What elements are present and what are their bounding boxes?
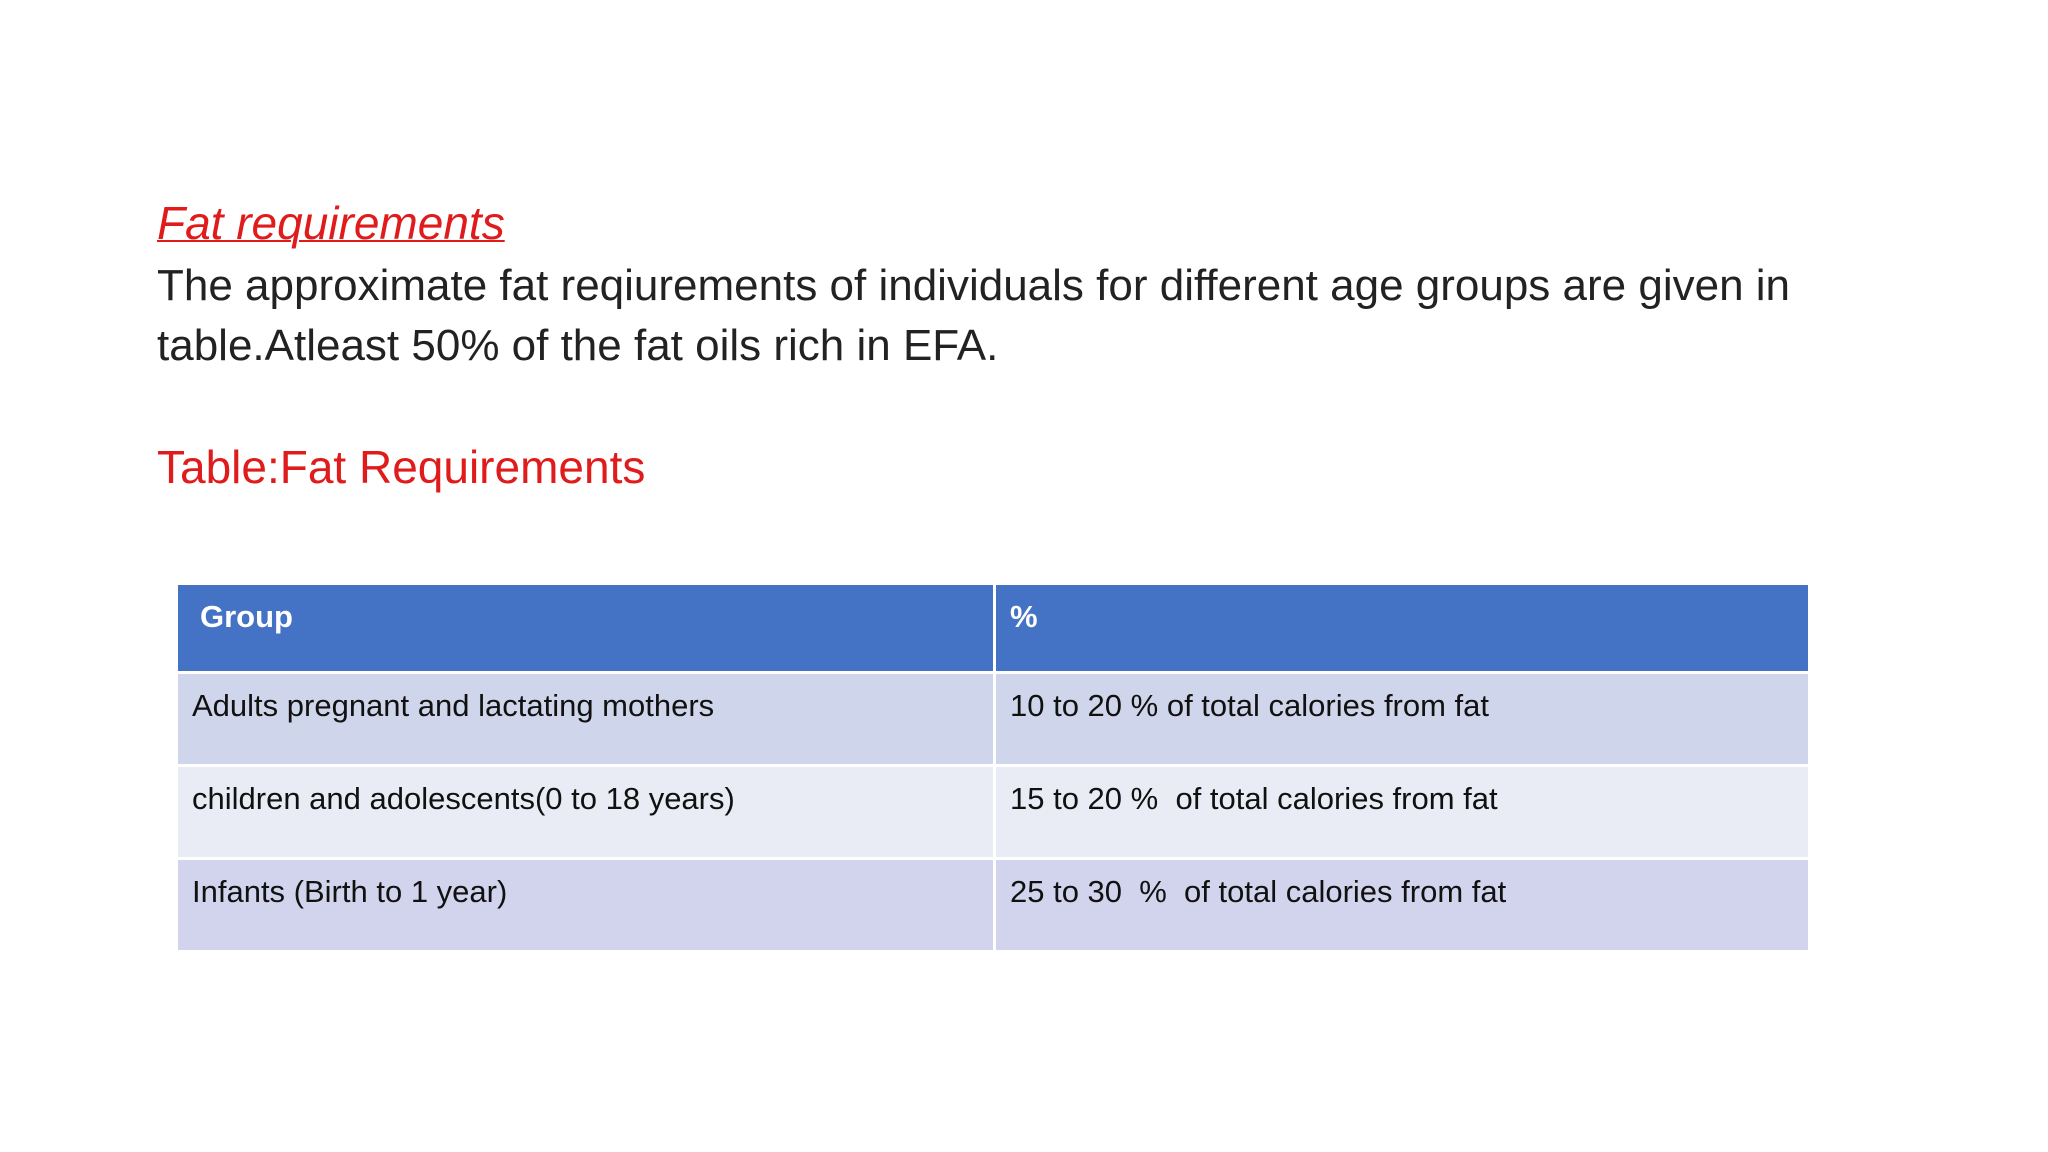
table-row: Infants (Birth to 1 year) 25 to 30 % of t… — [175, 857, 1811, 953]
table-row: children and adolescents(0 to 18 years) 1… — [175, 764, 1811, 860]
table-cell: 25 to 30 % of total calories from fat — [993, 857, 1811, 953]
body-text: The approximate fat reqiurements of indi… — [157, 261, 1791, 370]
header-cell: % — [993, 582, 1811, 674]
heading: Fat requirements — [157, 197, 505, 249]
table: Group% Adults pregnant and lactating mot… — [175, 582, 1811, 953]
table-cell: 10 to 20 % of total calories from fat — [993, 671, 1811, 767]
table-title: Table:Fat Requirements — [157, 441, 646, 493]
table-body: Adults pregnant and lactating mothers 10 … — [175, 671, 1811, 953]
table-cell: children and adolescents(0 to 18 years) — [175, 764, 996, 860]
table-cell: Adults pregnant and lactating mothers — [175, 671, 996, 767]
header-row: Group% — [175, 582, 1811, 674]
header-cell: Group — [175, 582, 996, 674]
table-row: Adults pregnant and lactating mothers 10 … — [175, 671, 1811, 767]
table-cell: Infants (Birth to 1 year) — [175, 857, 996, 953]
table-cell: 15 to 20 % of total calories from fat — [993, 764, 1811, 860]
